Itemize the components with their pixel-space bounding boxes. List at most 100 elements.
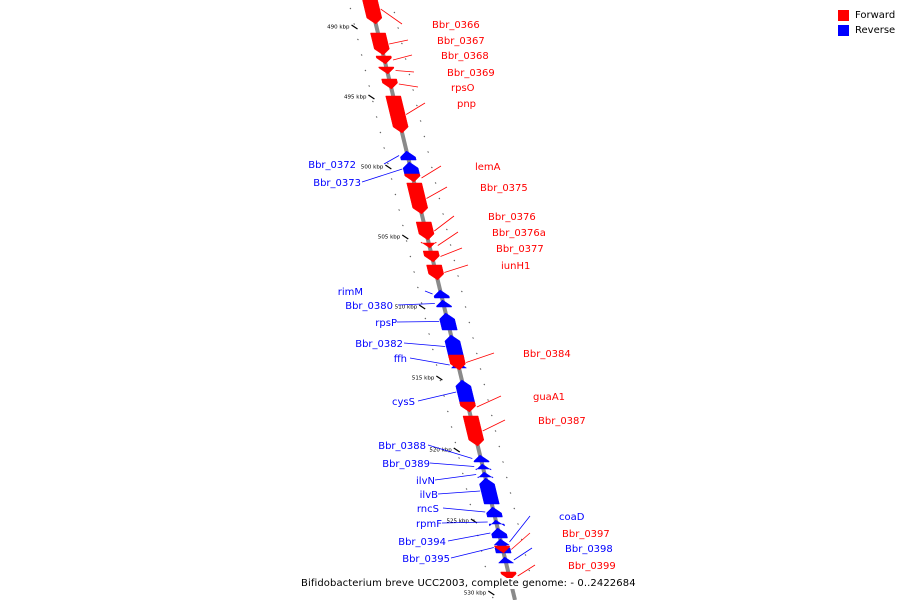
gene-label: Bbr_0398	[565, 544, 613, 555]
gene-leader-line	[444, 264, 469, 273]
gene-leader-line	[417, 391, 457, 402]
gene-glyph	[455, 379, 476, 405]
scale-dot	[528, 569, 531, 572]
gene-glyph	[415, 221, 435, 241]
major-tick	[368, 94, 375, 100]
gene-leader-line	[434, 215, 455, 232]
gene-label: ilvB	[420, 490, 438, 501]
gene-glyph	[375, 55, 392, 65]
scale-dot	[454, 441, 457, 444]
scale-dot	[409, 255, 412, 258]
scale-dot	[408, 73, 411, 76]
scale-dot	[457, 275, 459, 277]
gene-glyph	[479, 477, 500, 505]
gene-label: Bbr_0375	[480, 183, 528, 194]
major-tick	[351, 24, 358, 30]
gene-glyph	[420, 241, 437, 249]
gene-glyph	[433, 289, 450, 299]
scale-dot	[458, 457, 460, 459]
gene-label: Bbr_0372	[308, 160, 356, 171]
gene-label: rncS	[417, 504, 439, 515]
gene-label: iunH1	[501, 261, 530, 272]
gene-label: ilvN	[416, 476, 435, 487]
gene-label: Bbr_0369	[447, 68, 495, 79]
gene-label: Bbr_0373	[313, 178, 361, 189]
legend-forward: Forward	[838, 8, 895, 23]
scale-dot	[383, 147, 385, 149]
scale-dot	[469, 503, 472, 506]
scale-dot	[431, 166, 433, 169]
scale-dot	[513, 507, 516, 510]
gene-leader-line	[409, 357, 450, 366]
gene-label: Bbr_0384	[523, 349, 571, 360]
scale-dot	[372, 100, 374, 103]
gene-label: Bbr_0368	[441, 51, 489, 62]
tick-label: 495 kbp	[344, 95, 367, 101]
scale-dot	[450, 426, 453, 428]
gene-label: Bbr_0376	[488, 212, 536, 223]
scale-dot	[427, 151, 429, 153]
gene-leader-line	[383, 155, 400, 165]
gene-glyph	[404, 173, 421, 183]
scale-dot	[446, 410, 449, 413]
gene-leader-line	[421, 165, 442, 179]
gene-leader-line	[517, 564, 536, 577]
gene-label: cysS	[392, 397, 415, 408]
scale-dot	[442, 213, 444, 215]
gene-leader-line	[424, 290, 433, 295]
gene-glyph	[436, 299, 453, 308]
scale-dot	[401, 42, 403, 45]
gene-leader-line	[361, 168, 403, 183]
gene-leader-line	[440, 247, 463, 257]
gene-label: Bbr_0397	[562, 529, 610, 540]
gene-leader-line	[511, 532, 531, 550]
gene-glyph	[378, 66, 395, 75]
scale-dot	[424, 317, 427, 320]
gene-label: Bbr_0376a	[492, 228, 546, 239]
gene-glyph	[406, 182, 429, 215]
legend-forward-label: Forward	[855, 10, 896, 21]
gene-leader-line	[398, 83, 419, 88]
scale-dot	[405, 240, 408, 242]
scale-dot	[490, 414, 493, 417]
gene-leader-line	[482, 419, 506, 432]
scale-dot	[390, 178, 393, 180]
scale-dot	[412, 89, 414, 91]
gene-glyph	[385, 95, 409, 134]
gene-glyph	[500, 571, 517, 581]
gene-label: ffh	[394, 354, 407, 365]
scale-dot	[357, 38, 359, 41]
gene-label: Bbr_0395	[402, 554, 450, 565]
scale-dot	[423, 135, 426, 138]
scale-dot	[379, 131, 382, 134]
gene-glyph	[459, 401, 476, 413]
scale-dot	[394, 193, 397, 196]
scale-dot	[402, 224, 404, 227]
major-tick	[401, 234, 409, 240]
scale-dot	[445, 228, 448, 231]
scale-dot	[473, 519, 475, 521]
gene-glyph	[494, 545, 510, 554]
scale-dot	[461, 472, 464, 475]
scale-dot	[431, 348, 434, 351]
scale-dot	[360, 54, 363, 56]
gene-label: Bbr_0367	[437, 36, 485, 47]
gene-glyph	[439, 312, 458, 331]
scale-dot	[479, 368, 482, 370]
scale-dot	[368, 85, 371, 87]
scale-dot	[398, 209, 400, 211]
gene-glyph	[447, 354, 466, 371]
gene-label: Bbr_0382	[355, 339, 403, 350]
scale-dot	[420, 302, 423, 304]
gene-leader-line	[447, 532, 491, 542]
tick-label: 520 kbp	[429, 448, 452, 454]
tick-label: 510 kbp	[395, 305, 418, 311]
scale-dot	[505, 476, 508, 479]
scale-dot	[460, 290, 463, 293]
gene-label: Bbr_0380	[345, 301, 393, 312]
gene-label: rpsO	[451, 83, 475, 94]
scale-dot	[416, 104, 418, 107]
gene-label: rpmF	[416, 519, 442, 530]
scale-dot	[435, 364, 438, 366]
